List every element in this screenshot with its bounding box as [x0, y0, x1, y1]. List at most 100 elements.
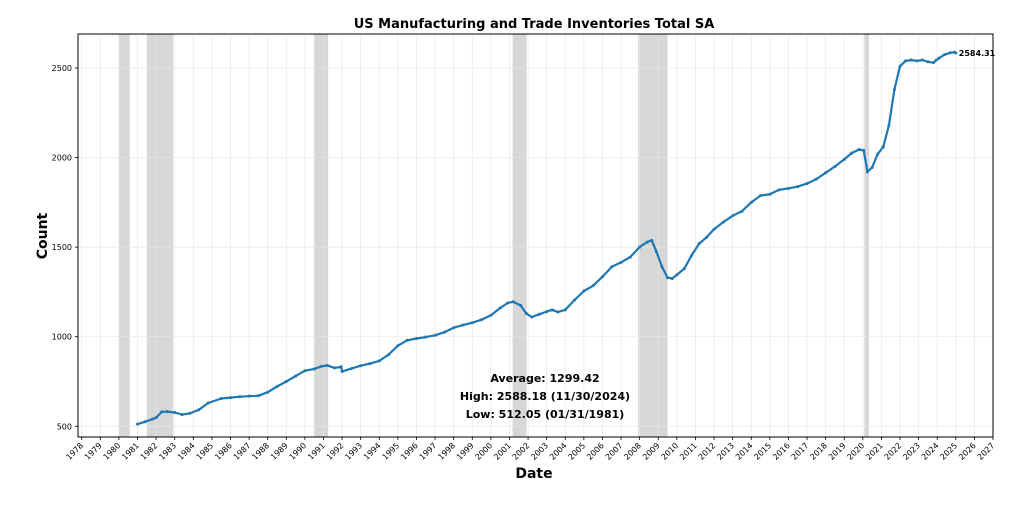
data-point — [833, 165, 837, 169]
data-point — [506, 301, 510, 305]
x-tick-label: 2010 — [659, 441, 680, 462]
data-point — [188, 411, 192, 415]
data-point — [530, 315, 534, 319]
data-point — [948, 51, 952, 55]
data-point — [489, 313, 493, 317]
data-point — [452, 326, 456, 330]
data-point — [197, 408, 201, 412]
data-point — [638, 245, 642, 249]
data-point — [339, 365, 343, 369]
data-point — [934, 58, 938, 62]
x-tick-label: 1986 — [213, 441, 234, 462]
data-point — [136, 422, 140, 426]
x-tick-label: 2009 — [641, 441, 662, 462]
data-point — [712, 227, 716, 231]
data-point — [796, 185, 800, 189]
data-point — [582, 289, 586, 293]
x-tick-label: 1988 — [250, 441, 271, 462]
x-tick-label: 1987 — [232, 441, 253, 462]
x-tick-label: 1999 — [455, 441, 476, 462]
data-point — [368, 362, 372, 366]
x-tick-label: 2018 — [808, 441, 829, 462]
data-point — [749, 200, 753, 204]
data-point — [312, 367, 316, 371]
data-point — [377, 359, 381, 363]
data-point — [600, 275, 604, 279]
data-point — [926, 60, 930, 64]
data-point — [740, 209, 744, 213]
data-point — [180, 413, 184, 417]
x-tick-label: 2017 — [790, 441, 811, 462]
x-tick-label: 1980 — [102, 441, 123, 462]
average-annotation: Average: 1299.42 — [490, 372, 599, 385]
x-tick-label: 2004 — [548, 441, 569, 462]
x-tick-label: 2013 — [715, 441, 736, 462]
x-tick-label: 1983 — [157, 441, 178, 462]
data-point — [396, 344, 400, 348]
data-point — [229, 396, 232, 400]
data-point — [881, 145, 885, 149]
data-point — [154, 416, 158, 420]
data-point — [660, 265, 664, 269]
data-point — [731, 214, 735, 218]
data-point — [814, 177, 818, 181]
x-tick-label: 1984 — [176, 441, 197, 462]
recession-band — [146, 34, 174, 437]
recession-band — [864, 34, 869, 437]
data-point — [414, 336, 418, 340]
x-tick-label: 2006 — [585, 441, 606, 462]
data-point — [777, 188, 781, 192]
x-tick-label: 1981 — [120, 441, 141, 462]
data-point — [461, 323, 465, 327]
data-point — [850, 151, 854, 155]
data-point — [650, 238, 654, 242]
data-point — [433, 333, 437, 337]
y-axis-label: Count — [35, 212, 51, 259]
x-tick-label: 1978 — [64, 441, 85, 462]
data-point — [805, 182, 809, 186]
x-tick-label: 2016 — [771, 441, 792, 462]
x-tick-label: 1982 — [139, 441, 160, 462]
data-point — [238, 395, 242, 399]
data-point — [470, 321, 474, 325]
x-tick-label: 2022 — [883, 441, 904, 462]
high-annotation: High: 2588.18 (11/30/2024) — [460, 390, 630, 403]
x-tick-label: 1991 — [306, 441, 327, 462]
data-point — [915, 59, 919, 63]
data-point — [284, 379, 288, 383]
data-point — [904, 59, 908, 63]
data-point — [173, 410, 177, 414]
x-tick-label: 2027 — [976, 441, 997, 462]
data-point — [865, 170, 869, 174]
data-point — [219, 396, 223, 400]
data-point — [333, 366, 337, 370]
data-point — [705, 235, 709, 239]
data-point — [537, 312, 541, 316]
data-point — [920, 58, 924, 62]
data-point — [721, 220, 725, 224]
data-point — [786, 186, 790, 190]
x-tick-label: 1995 — [381, 441, 402, 462]
x-tick-label: 1998 — [436, 441, 457, 462]
data-point — [303, 369, 307, 373]
data-point — [320, 364, 324, 368]
x-axis-label: Date — [515, 466, 552, 482]
data-point — [682, 267, 686, 271]
data-point — [563, 308, 567, 312]
x-tick-label: 2021 — [864, 441, 885, 462]
data-point — [628, 255, 632, 259]
data-point — [550, 308, 554, 312]
recession-band — [512, 34, 527, 437]
recession-bands — [118, 34, 869, 437]
data-point — [387, 353, 391, 357]
data-point — [887, 123, 891, 127]
data-point — [160, 410, 164, 414]
data-point — [150, 417, 154, 421]
x-tick-label: 1993 — [343, 441, 364, 462]
x-tick-label: 2003 — [529, 441, 550, 462]
x-tick-label: 2014 — [734, 441, 755, 462]
x-tick-label: 2020 — [845, 441, 866, 462]
data-point — [340, 369, 344, 373]
data-point — [768, 192, 772, 196]
recession-band — [314, 34, 329, 437]
